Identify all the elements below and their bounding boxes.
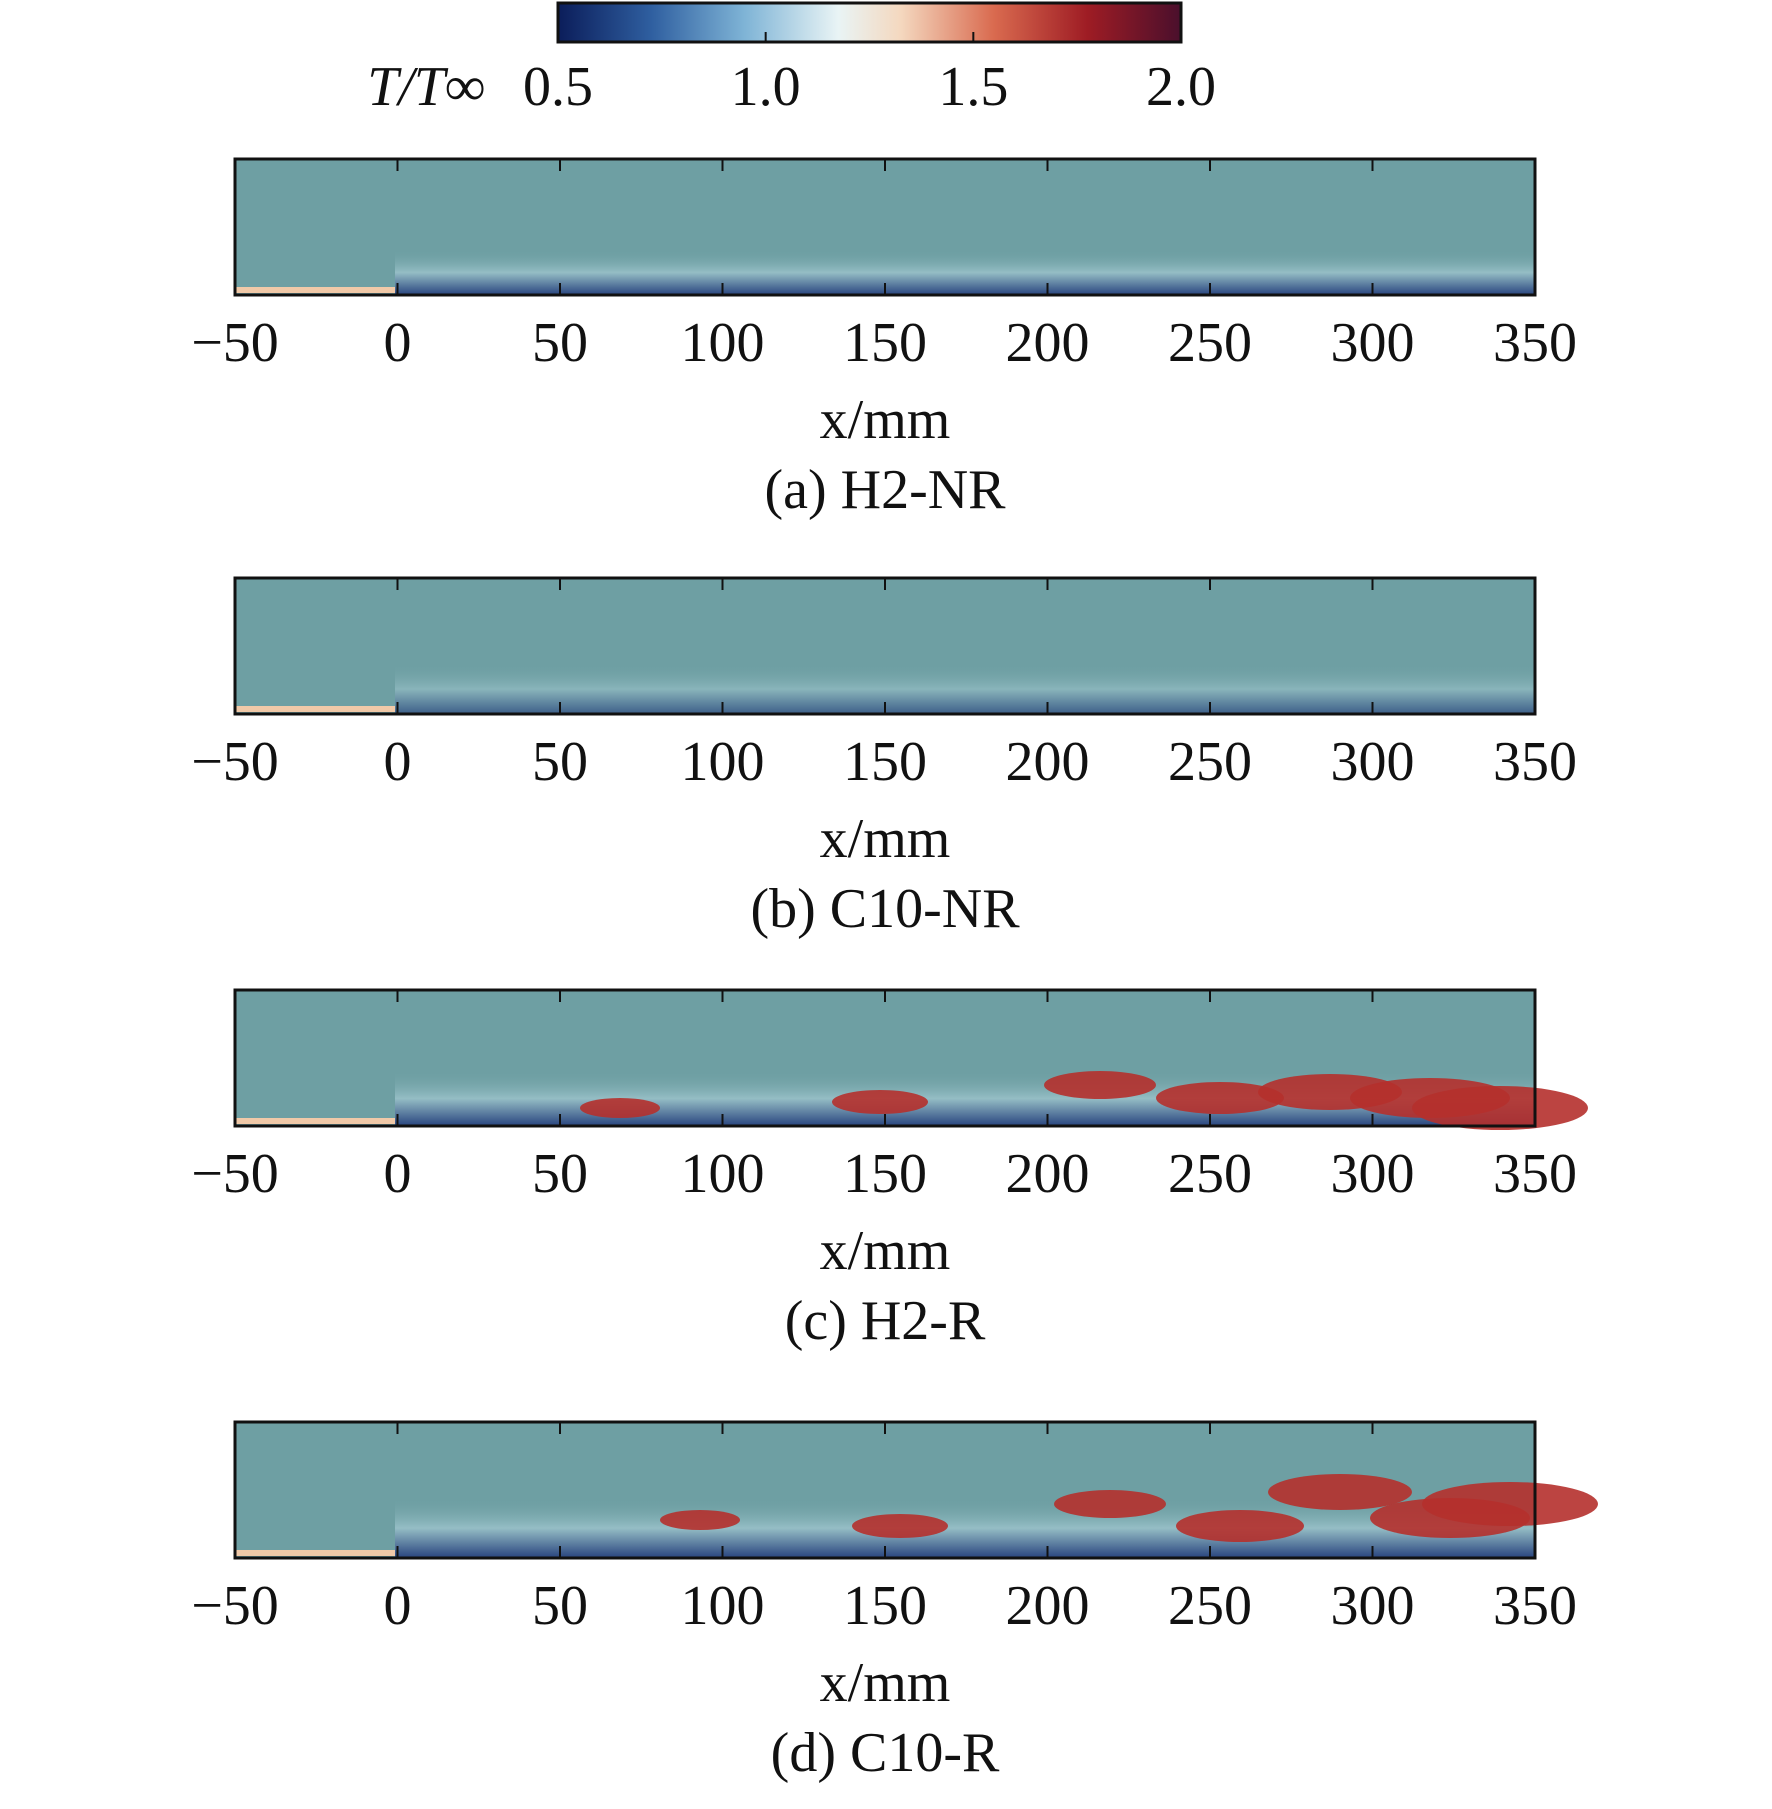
hot-region (1176, 1510, 1304, 1542)
colorbar-tick-label: 0.5 (523, 56, 593, 118)
x-tick-label: 0 (384, 1143, 412, 1205)
hot-region (1156, 1082, 1284, 1114)
x-tick-label: 100 (681, 731, 765, 793)
inflow-layer (235, 287, 395, 293)
x-tick-label: 300 (1331, 312, 1415, 374)
x-tick-label: 350 (1493, 1143, 1577, 1205)
x-axis-label: x/mm (820, 1220, 951, 1282)
hot-region (1268, 1474, 1412, 1510)
hot-region (832, 1090, 928, 1114)
x-tick-label: 350 (1493, 312, 1577, 374)
hot-region (660, 1510, 740, 1530)
x-tick-label: 50 (532, 731, 588, 793)
x-tick-label: 50 (532, 1143, 588, 1205)
field-panel (233, 157, 1537, 297)
x-tick-label: 350 (1493, 731, 1577, 793)
field-panel (233, 988, 1588, 1130)
colorbar (556, 1, 1183, 44)
hot-region (1044, 1071, 1156, 1099)
x-tick-label: −50 (191, 731, 279, 793)
x-tick-label: 100 (681, 1143, 765, 1205)
x-tick-label: 200 (1006, 1575, 1090, 1637)
colorbar-label: T/T∞ (367, 56, 485, 118)
x-tick-label: 250 (1168, 1143, 1252, 1205)
x-axis-label: x/mm (820, 389, 951, 451)
hot-region (1054, 1490, 1166, 1518)
x-tick-label: 0 (384, 312, 412, 374)
x-tick-label: 350 (1493, 1575, 1577, 1637)
x-tick-label: 150 (843, 731, 927, 793)
hot-region (580, 1098, 660, 1118)
x-tick-label: 200 (1006, 312, 1090, 374)
field-panel (233, 1420, 1598, 1560)
colorbar-tick-label: 1.0 (731, 56, 801, 118)
inflow-layer (235, 706, 395, 712)
hot-region (1412, 1086, 1588, 1130)
x-tick-label: 250 (1168, 312, 1252, 374)
x-tick-label: 300 (1331, 1575, 1415, 1637)
x-axis-label: x/mm (820, 808, 951, 870)
boundary-layer (395, 664, 1535, 714)
hot-region (1422, 1482, 1598, 1526)
x-tick-label: 0 (384, 731, 412, 793)
x-tick-label: 300 (1331, 731, 1415, 793)
x-tick-label: 100 (681, 1575, 765, 1637)
x-tick-label: 0 (384, 1575, 412, 1637)
x-tick-label: 250 (1168, 1575, 1252, 1637)
field-panel (233, 576, 1537, 716)
colorbar-tick-label: 2.0 (1146, 56, 1216, 118)
panel-caption: (a) H2-NR (764, 459, 1006, 521)
x-tick-label: 50 (532, 312, 588, 374)
x-tick-label: 100 (681, 312, 765, 374)
x-tick-label: −50 (191, 1143, 279, 1205)
x-tick-label: 50 (532, 1575, 588, 1637)
boundary-layer (395, 250, 1535, 295)
x-tick-label: −50 (191, 1575, 279, 1637)
colorbar-tick-label: 1.5 (938, 56, 1008, 118)
x-tick-label: 250 (1168, 731, 1252, 793)
inflow-layer (235, 1118, 395, 1124)
x-tick-label: 200 (1006, 1143, 1090, 1205)
x-tick-label: −50 (191, 312, 279, 374)
panel-caption: (c) H2-R (785, 1290, 986, 1352)
hot-region (852, 1514, 948, 1538)
panel-caption: (b) C10-NR (750, 878, 1020, 940)
x-tick-label: 150 (843, 1143, 927, 1205)
x-tick-label: 150 (843, 1575, 927, 1637)
inflow-layer (235, 1550, 395, 1556)
x-tick-label: 150 (843, 312, 927, 374)
x-axis-label: x/mm (820, 1652, 951, 1714)
x-tick-label: 300 (1331, 1143, 1415, 1205)
panel-caption: (d) C10-R (771, 1722, 1000, 1784)
x-tick-label: 200 (1006, 731, 1090, 793)
